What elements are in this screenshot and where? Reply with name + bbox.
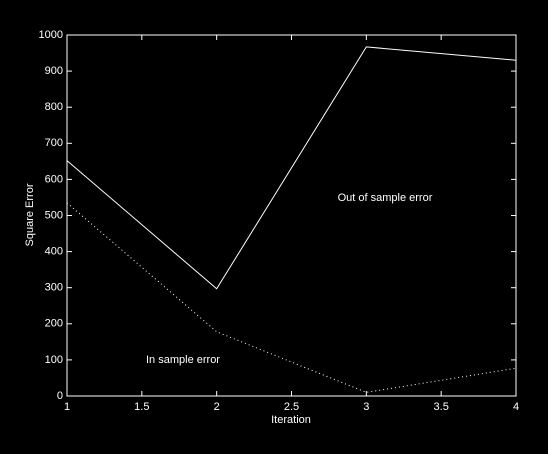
series-label: In sample error: [146, 354, 220, 366]
y-tick-label: 800: [45, 101, 63, 113]
y-tick-label: 600: [45, 173, 63, 185]
y-tick-label: 0: [57, 390, 63, 402]
x-tick-label: 1: [64, 401, 70, 413]
x-tick-label: 2: [214, 401, 220, 413]
line-series: [66, 202, 517, 393]
plot-frame: [66, 34, 517, 397]
line-series: [66, 46, 517, 290]
x-tick-label: 3: [363, 401, 369, 413]
y-tick-label: 400: [45, 246, 63, 258]
y-tick-label: 100: [45, 354, 63, 366]
y-tick-label: 300: [45, 282, 63, 294]
x-tick-label: 1.5: [134, 401, 149, 413]
x-tick-label: 3.5: [434, 401, 449, 413]
x-tick-label: 2.5: [284, 401, 299, 413]
y-tick-label: 500: [45, 209, 63, 221]
y-tick-label: 700: [45, 137, 63, 149]
y-tick-label: 200: [45, 318, 63, 330]
y-tick-label: 900: [45, 65, 63, 77]
x-tick-label: 4: [513, 401, 519, 413]
y-tick-label: 1000: [39, 29, 63, 41]
y-axis-label: Square Error: [24, 183, 36, 246]
series-label: Out of sample error: [338, 192, 433, 204]
x-axis-label: Iteration: [271, 414, 311, 426]
